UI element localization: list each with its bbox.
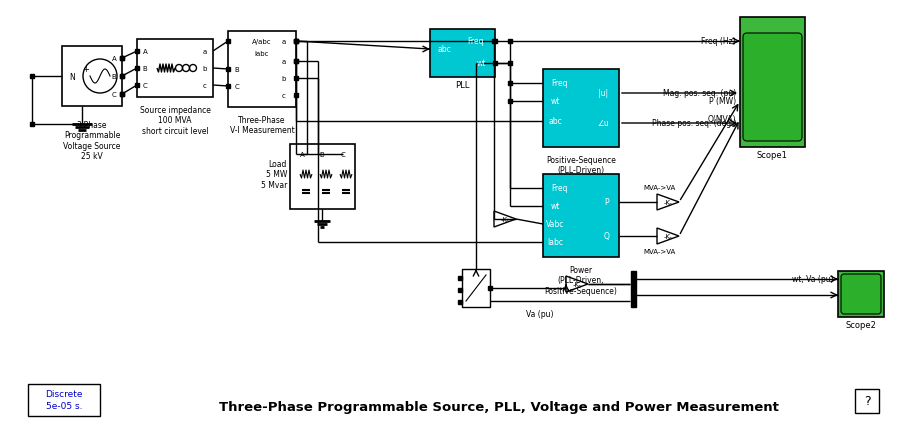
Text: a: a [203, 49, 207, 55]
Text: Freq: Freq [551, 184, 567, 193]
Text: -K-: -K- [501, 216, 510, 222]
Bar [430, 30, 495, 78]
Bar [228, 32, 296, 108]
Text: C: C [235, 84, 239, 90]
Text: B: B [111, 74, 116, 80]
Text: Load
5 MW
5 Mvar: Load 5 MW 5 Mvar [261, 160, 287, 190]
FancyBboxPatch shape [841, 274, 881, 314]
Text: a: a [282, 39, 286, 45]
Bar [137, 40, 213, 98]
Text: A/abc: A/abc [253, 39, 271, 45]
Text: Positive-Sequence
(PLL-Driven): Positive-Sequence (PLL-Driven) [546, 156, 616, 175]
Bar [631, 271, 636, 307]
Text: N: N [69, 72, 75, 81]
Text: ?: ? [864, 395, 870, 408]
Text: Q(MVA): Q(MVA) [708, 115, 736, 124]
Text: -K-: -K- [663, 233, 672, 240]
Text: Vabc: Vabc [546, 220, 565, 229]
Text: wt: wt [550, 97, 560, 106]
Text: B: B [320, 152, 325, 158]
Bar [543, 175, 619, 258]
Text: wt: wt [550, 202, 560, 211]
Text: A: A [299, 152, 305, 158]
Text: abc: abc [437, 46, 451, 54]
Text: P (MW): P (MW) [709, 97, 736, 106]
Text: wt, Va (pu): wt, Va (pu) [792, 275, 834, 284]
Text: |u|: |u| [598, 89, 608, 98]
Text: Scope2: Scope2 [846, 321, 877, 330]
Text: c: c [203, 83, 207, 89]
Text: b: b [203, 66, 207, 72]
Text: +: + [83, 64, 89, 74]
Text: wt: wt [476, 59, 485, 68]
Text: Three-Phase Programmable Source, PLL, Voltage and Power Measurement: Three-Phase Programmable Source, PLL, Vo… [219, 401, 779, 414]
Text: Mag. pos. seq. (pu): Mag. pos. seq. (pu) [663, 89, 736, 98]
Bar [855, 389, 879, 413]
Text: -K-: -K- [573, 281, 582, 287]
Text: A: A [143, 49, 147, 55]
Text: B: B [143, 66, 147, 72]
Text: Freq: Freq [467, 37, 484, 46]
Text: B: B [235, 67, 239, 73]
Text: 5e-05 s.: 5e-05 s. [46, 402, 82, 411]
Text: A: A [111, 56, 116, 62]
Text: -K-: -K- [663, 200, 672, 206]
Bar [462, 269, 490, 307]
Text: C: C [143, 83, 147, 89]
Bar [458, 276, 462, 280]
FancyBboxPatch shape [743, 34, 802, 141]
Text: a: a [282, 59, 286, 65]
Bar [740, 18, 805, 147]
Text: C: C [341, 152, 345, 158]
Text: 3-Phase
Programmable
Voltage Source
25 kV: 3-Phase Programmable Voltage Source 25 k… [63, 121, 120, 161]
Text: PLL: PLL [455, 80, 469, 89]
Text: Three-Phase
V-I Measurement: Three-Phase V-I Measurement [229, 116, 294, 135]
Text: b: b [281, 76, 286, 82]
Text: Source impedance
100 MVA
short circuit level: Source impedance 100 MVA short circuit l… [139, 106, 210, 135]
Text: C: C [111, 92, 116, 98]
Text: Iabc: Iabc [547, 238, 563, 247]
Bar [290, 144, 355, 209]
Bar [62, 47, 122, 107]
Text: ∠u: ∠u [597, 119, 609, 128]
Text: abc: abc [548, 117, 562, 126]
Text: Va (pu): Va (pu) [526, 309, 554, 318]
Text: P: P [605, 198, 610, 207]
Text: c: c [282, 93, 286, 99]
Text: Power
(PLL-Driven,
Positive-Sequence): Power (PLL-Driven, Positive-Sequence) [545, 265, 618, 295]
Text: Q: Q [604, 232, 610, 241]
Bar [458, 300, 462, 304]
Text: Freq (Hz): Freq (Hz) [701, 37, 736, 46]
Bar [28, 384, 100, 416]
Bar [458, 289, 462, 292]
Text: Phase pos. seq. (deg.): Phase pos. seq. (deg.) [652, 119, 736, 128]
Text: Iabc: Iabc [254, 51, 269, 57]
Text: Freq: Freq [551, 79, 567, 88]
Text: Discrete: Discrete [45, 390, 83, 399]
Text: MVA->VA: MVA->VA [644, 184, 676, 190]
Text: MVA->VA: MVA->VA [644, 249, 676, 255]
Bar [543, 70, 619, 147]
Text: Scope1: Scope1 [757, 151, 788, 160]
Bar [838, 271, 884, 317]
